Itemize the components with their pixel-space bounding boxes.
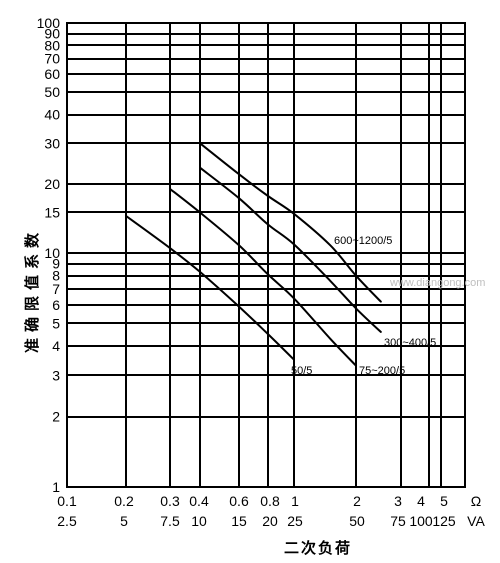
x-tick-label-va: 5 — [120, 513, 128, 529]
x-tick-label-ohm: Ω — [471, 493, 481, 509]
curve-75-200-5 — [169, 187, 357, 367]
curve-label-75-200-5: 75~200/5 — [359, 365, 405, 377]
y-tick-label: 30 — [44, 135, 60, 151]
y-axis-label: 准确限值系数 — [23, 227, 41, 353]
y-tick-label: 80 — [44, 37, 60, 53]
x-tick-label-va: 125 — [432, 513, 456, 529]
y-tick-label: 100 — [37, 15, 61, 31]
x-tick-label-ohm: 1 — [291, 493, 299, 509]
watermark: www.diangong.com — [389, 277, 485, 289]
y-tick-label: 50 — [44, 84, 60, 100]
curve-label-600-1200-5: 600~1200/5 — [334, 235, 392, 247]
x-tick-label-va: 25 — [287, 513, 303, 529]
y-tick-label: 70 — [44, 51, 60, 67]
x-tick-label-ohm: 0.8 — [260, 493, 280, 509]
x-tick-label-va: 50 — [349, 513, 365, 529]
x-tick-label-ohm: 2 — [353, 493, 361, 509]
curves — [125, 142, 382, 367]
x-tick-label-ohm: 5 — [440, 493, 448, 509]
x-tick-label-ohm: 0.1 — [57, 493, 77, 509]
y-tick-label: 3 — [52, 367, 60, 383]
x-tick-label-va: 100 — [409, 513, 433, 529]
curve-50-5 — [125, 214, 295, 361]
x-tick-label-va: 10 — [191, 513, 207, 529]
x-tick-label-ohm: 3 — [394, 493, 402, 509]
x-tick-label-ohm: 0.6 — [229, 493, 249, 509]
curve-label-300-400-5: 300~400/5 — [384, 337, 436, 349]
y-tick-label: 60 — [44, 66, 60, 82]
y-tick-label: 6 — [52, 297, 60, 313]
y-tick-label: 4 — [52, 338, 60, 354]
y-tick-label: 10 — [44, 245, 60, 261]
y-tick-label: 40 — [44, 107, 60, 123]
curve-label-50-5: 50/5 — [291, 365, 312, 377]
y-tick-label: 15 — [44, 204, 60, 220]
plot-frame — [66, 22, 466, 488]
x-axis-label: 二次负荷 — [284, 539, 352, 557]
grid — [66, 22, 465, 488]
x-tick-label-va: 20 — [262, 513, 278, 529]
x-tick-label-ohm: 0.4 — [189, 493, 209, 509]
curve-300-400-5 — [199, 166, 382, 333]
x-tick-label-va: 2.5 — [57, 513, 77, 529]
x-tick-label-ohm: 0.2 — [114, 493, 134, 509]
x-tick-labels: 0.1 0.2 0.3 0.4 0.6 0.8 1 2 3 4 5 Ω2.5 5 7.5 10 15 20 25 5… — [57, 493, 485, 529]
x-tick-label-va: VA — [467, 513, 485, 529]
y-tick-label: 90 — [44, 26, 60, 42]
y-tick-label: 5 — [52, 315, 60, 331]
y-tick-label: 8 — [52, 268, 60, 284]
x-tick-label-ohm: 0.3 — [160, 493, 180, 509]
y-tick-label: 9 — [52, 256, 60, 272]
y-tick-label: 7 — [52, 281, 60, 297]
x-tick-label-va: 15 — [231, 513, 247, 529]
curve-600-1200-5 — [199, 142, 382, 303]
y-tick-label: 2 — [52, 409, 60, 425]
y-tick-label: 20 — [44, 176, 60, 192]
y-tick-label: 1 — [52, 479, 60, 495]
x-tick-label-va: 7.5 — [160, 513, 180, 529]
x-tick-label-va: 75 — [390, 513, 406, 529]
x-tick-label-ohm: 4 — [417, 493, 425, 509]
